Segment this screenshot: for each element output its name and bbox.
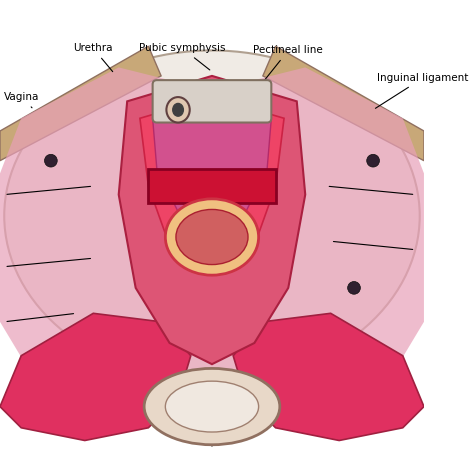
Polygon shape — [148, 169, 275, 203]
Text: Sacral Promontory: Sacral Promontory — [274, 413, 393, 427]
Ellipse shape — [173, 103, 183, 116]
Polygon shape — [0, 313, 191, 440]
Polygon shape — [212, 67, 424, 428]
Text: Vagina: Vagina — [4, 92, 40, 108]
Ellipse shape — [45, 155, 57, 167]
Ellipse shape — [347, 282, 360, 294]
Ellipse shape — [144, 368, 280, 445]
Ellipse shape — [4, 50, 419, 381]
Polygon shape — [233, 313, 424, 440]
Text: Pectineal line: Pectineal line — [254, 46, 323, 91]
FancyBboxPatch shape — [153, 80, 271, 123]
Text: Inguinal ligament: Inguinal ligament — [375, 73, 469, 109]
Ellipse shape — [165, 381, 259, 432]
Polygon shape — [263, 46, 424, 161]
Text: ...ormis
...uscle: ...ormis ...uscle — [4, 369, 44, 407]
Polygon shape — [0, 46, 161, 161]
Polygon shape — [140, 97, 284, 271]
Ellipse shape — [166, 97, 190, 123]
Ellipse shape — [367, 155, 380, 167]
Polygon shape — [0, 67, 212, 428]
Ellipse shape — [176, 210, 248, 264]
Polygon shape — [118, 76, 305, 364]
Polygon shape — [153, 101, 271, 228]
Text: Urethra: Urethra — [73, 43, 113, 72]
Ellipse shape — [165, 199, 259, 275]
Text: Pubic symphysis: Pubic symphysis — [139, 43, 226, 70]
